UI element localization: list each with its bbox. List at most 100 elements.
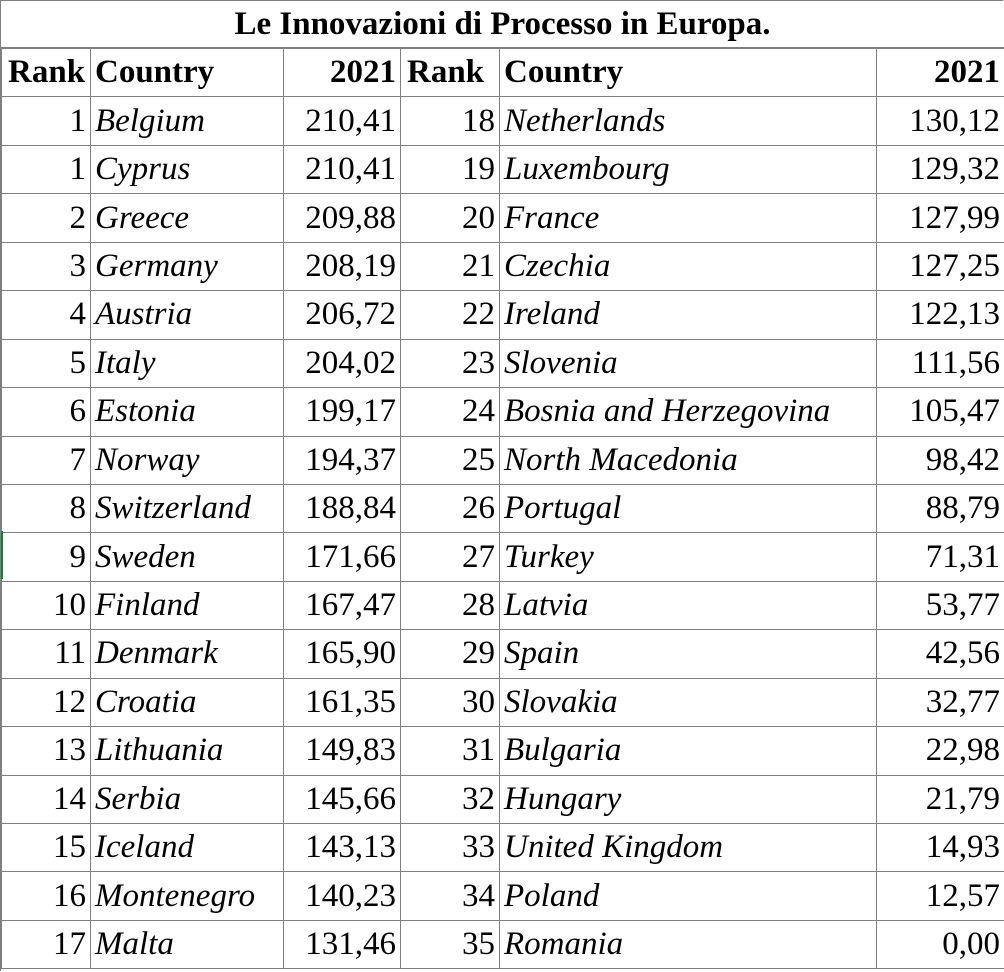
country-cell-left[interactable]: Greece [90, 193, 284, 243]
country-cell-right[interactable]: Netherlands [499, 96, 877, 146]
rank-cell-right[interactable]: 34 [400, 871, 500, 921]
country-cell-left[interactable]: Switzerland [90, 483, 284, 534]
rank-cell-right[interactable]: 31 [400, 726, 500, 776]
rank-cell-left[interactable]: 8 [1, 483, 91, 534]
country-cell-left[interactable]: Malta [90, 919, 284, 970]
value-cell-left[interactable]: 131,46 [283, 919, 401, 970]
value-cell-left[interactable]: 206,72 [283, 290, 401, 340]
rank-cell-left[interactable]: 5 [1, 338, 91, 389]
country-cell-right[interactable]: Hungary [499, 774, 877, 825]
value-cell-left[interactable]: 171,66 [283, 532, 401, 582]
country-cell-right[interactable]: Slovakia [499, 677, 877, 728]
rank-cell-left[interactable]: 15 [1, 822, 91, 873]
country-cell-left[interactable]: Cyprus [90, 144, 284, 195]
value-cell-right[interactable]: 129,32 [876, 144, 1004, 195]
value-cell-right[interactable]: 0,00 [876, 919, 1004, 970]
value-cell-right[interactable]: 105,47 [876, 387, 1004, 437]
rank-cell-right[interactable]: 30 [400, 677, 500, 728]
rank-cell-right[interactable]: 24 [400, 387, 500, 437]
rank-cell-right[interactable]: 25 [400, 435, 500, 485]
value-cell-left[interactable]: 145,66 [283, 774, 401, 825]
country-cell-right[interactable]: Bulgaria [499, 726, 877, 776]
rank-cell-left[interactable]: 4 [1, 290, 91, 340]
value-cell-right[interactable]: 42,56 [876, 629, 1004, 679]
rank-cell-left[interactable]: 12 [1, 677, 91, 728]
country-cell-right[interactable]: Ireland [499, 290, 877, 340]
value-cell-right[interactable]: 21,79 [876, 774, 1004, 825]
header-rank-right[interactable]: Rank [400, 47, 500, 98]
value-cell-left[interactable]: 210,41 [283, 144, 401, 195]
country-cell-right[interactable]: Czechia [499, 241, 877, 292]
value-cell-left[interactable]: 204,02 [283, 338, 401, 389]
value-cell-left[interactable]: 210,41 [283, 96, 401, 146]
value-cell-left[interactable]: 161,35 [283, 677, 401, 728]
country-cell-left[interactable]: Serbia [90, 774, 284, 825]
rank-cell-left[interactable]: 14 [1, 774, 91, 825]
rank-cell-right[interactable]: 32 [400, 774, 500, 825]
rank-cell-right[interactable]: 35 [400, 919, 500, 970]
value-cell-left[interactable]: 143,13 [283, 822, 401, 873]
rank-cell-left[interactable]: 9 [1, 532, 91, 582]
value-cell-right[interactable]: 130,12 [876, 96, 1004, 146]
country-cell-right[interactable]: Bosnia and Herzegovina [499, 387, 877, 437]
rank-cell-right[interactable]: 22 [400, 290, 500, 340]
country-cell-left[interactable]: Finland [90, 580, 284, 631]
country-cell-right[interactable]: United Kingdom [499, 822, 877, 873]
country-cell-right[interactable]: Romania [499, 919, 877, 970]
country-cell-left[interactable]: Estonia [90, 387, 284, 437]
value-cell-right[interactable]: 71,31 [876, 532, 1004, 582]
rank-cell-right[interactable]: 19 [400, 144, 500, 195]
header-country-left[interactable]: Country [90, 47, 284, 98]
value-cell-left[interactable]: 140,23 [283, 871, 401, 921]
value-cell-left[interactable]: 167,47 [283, 580, 401, 631]
header-country-right[interactable]: Country [499, 47, 877, 98]
country-cell-right[interactable]: Poland [499, 871, 877, 921]
value-cell-left[interactable]: 149,83 [283, 726, 401, 776]
rank-cell-left[interactable]: 11 [1, 629, 91, 679]
country-cell-right[interactable]: Spain [499, 629, 877, 679]
value-cell-right[interactable]: 111,56 [876, 338, 1004, 389]
country-cell-right[interactable]: France [499, 193, 877, 243]
header-year-right[interactable]: 2021 [876, 47, 1004, 98]
country-cell-left[interactable]: Austria [90, 290, 284, 340]
country-cell-left[interactable]: Italy [90, 338, 284, 389]
value-cell-left[interactable]: 188,84 [283, 483, 401, 534]
rank-cell-left[interactable]: 16 [1, 871, 91, 921]
country-cell-right[interactable]: Portugal [499, 483, 877, 534]
value-cell-right[interactable]: 127,25 [876, 241, 1004, 292]
rank-cell-left[interactable]: 1 [1, 144, 91, 195]
header-rank-left[interactable]: Rank [1, 47, 91, 98]
country-cell-left[interactable]: Denmark [90, 629, 284, 679]
value-cell-right[interactable]: 88,79 [876, 483, 1004, 534]
rank-cell-left[interactable]: 1 [1, 96, 91, 146]
country-cell-left[interactable]: Belgium [90, 96, 284, 146]
rank-cell-left[interactable]: 13 [1, 726, 91, 776]
country-cell-right[interactable]: Luxembourg [499, 144, 877, 195]
rank-cell-right[interactable]: 20 [400, 193, 500, 243]
value-cell-right[interactable]: 14,93 [876, 822, 1004, 873]
country-cell-right[interactable]: North Macedonia [499, 435, 877, 485]
country-cell-right[interactable]: Turkey [499, 532, 877, 582]
value-cell-left[interactable]: 165,90 [283, 629, 401, 679]
value-cell-right[interactable]: 32,77 [876, 677, 1004, 728]
country-cell-left[interactable]: Norway [90, 435, 284, 485]
rank-cell-right[interactable]: 18 [400, 96, 500, 146]
country-cell-left[interactable]: Montenegro [90, 871, 284, 921]
value-cell-left[interactable]: 194,37 [283, 435, 401, 485]
country-cell-left[interactable]: Germany [90, 241, 284, 292]
country-cell-left[interactable]: Sweden [90, 532, 284, 582]
rank-cell-left[interactable]: 7 [1, 435, 91, 485]
rank-cell-left[interactable]: 3 [1, 241, 91, 292]
country-cell-left[interactable]: Croatia [90, 677, 284, 728]
rank-cell-right[interactable]: 27 [400, 532, 500, 582]
country-cell-left[interactable]: Iceland [90, 822, 284, 873]
rank-cell-right[interactable]: 33 [400, 822, 500, 873]
value-cell-right[interactable]: 22,98 [876, 726, 1004, 776]
value-cell-right[interactable]: 122,13 [876, 290, 1004, 340]
rank-cell-right[interactable]: 28 [400, 580, 500, 631]
value-cell-right[interactable]: 127,99 [876, 193, 1004, 243]
rank-cell-left[interactable]: 2 [1, 193, 91, 243]
rank-cell-left[interactable]: 10 [1, 580, 91, 631]
value-cell-right[interactable]: 98,42 [876, 435, 1004, 485]
country-cell-right[interactable]: Latvia [499, 580, 877, 631]
